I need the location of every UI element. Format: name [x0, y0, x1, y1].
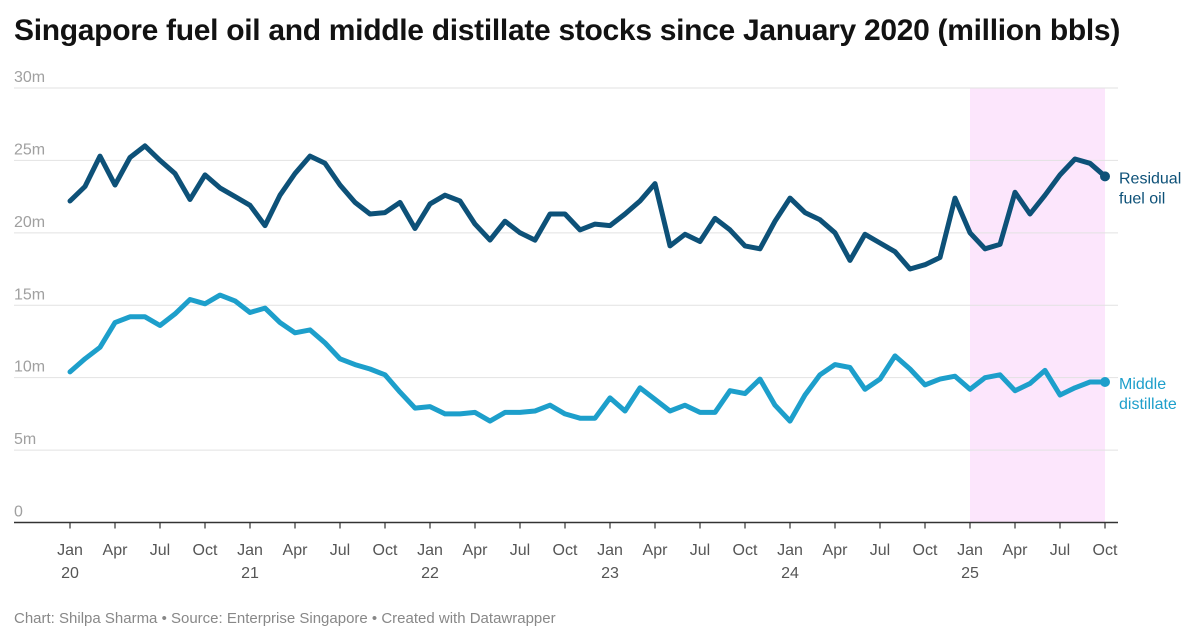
- x-tick-year-label: 22: [421, 565, 439, 582]
- x-tick-label: Oct: [373, 542, 398, 559]
- x-tick-label: Oct: [1093, 542, 1118, 559]
- x-tick-label: Jul: [870, 542, 890, 559]
- series-label-middle-distillate: Middle: [1119, 376, 1166, 393]
- x-tick-year-label: 20: [61, 565, 79, 582]
- y-tick-label: 10m: [14, 359, 45, 376]
- x-tick-label: Oct: [193, 542, 218, 559]
- y-tick-label: 15m: [14, 286, 45, 303]
- series-end-dot-residual-fuel-oil: [1100, 171, 1110, 182]
- x-tick-label: Jul: [1050, 542, 1070, 559]
- grid-layer: 0 5m 10m 15m 20m 25m 30m: [14, 69, 1118, 521]
- series-layer: [67, 143, 1110, 424]
- x-tick-label: Jan: [957, 542, 983, 559]
- x-tick-label: Jul: [330, 542, 350, 559]
- x-tick-label: Apr: [823, 542, 849, 559]
- x-tick-year-label: 23: [601, 565, 619, 582]
- chart-title: Singapore fuel oil and middle distillate…: [14, 14, 1121, 47]
- chart-credit: Chart: Shilpa Sharma • Source: Enterpris…: [14, 610, 556, 627]
- x-tick-label: Jan: [237, 542, 263, 559]
- series-line-residual-fuel-oil: [67, 143, 1108, 272]
- x-tick-label: Oct: [553, 542, 578, 559]
- x-tick-label: Apr: [283, 542, 309, 559]
- x-tick-year-label: 25: [961, 565, 979, 582]
- x-tick-label: Apr: [643, 542, 669, 559]
- x-tick-year-label: 21: [241, 565, 259, 582]
- x-axis: Jan 20 Apr Jul Oct Jan 21 Apr Jul Oct Jan 22 Apr Jul O…: [14, 521, 1118, 582]
- y-tick-label: 30m: [14, 69, 45, 86]
- series-label-residual-fuel-oil: fuel oil: [1119, 190, 1165, 207]
- x-tick-label: Oct: [733, 542, 758, 559]
- x-tick-label: Apr: [1003, 542, 1029, 559]
- x-tick-label: Apr: [103, 542, 129, 559]
- series-label-middle-distillate: distillate: [1119, 396, 1177, 413]
- y-tick-label: 25m: [14, 141, 45, 158]
- x-tick-year-label: 24: [781, 565, 799, 582]
- x-tick-label: Apr: [463, 542, 489, 559]
- x-tick-label: Jan: [597, 542, 623, 559]
- series-label-residual-fuel-oil: Residual: [1119, 170, 1181, 187]
- x-tick-label: Oct: [913, 542, 938, 559]
- series-end-dot-middle-distillate: [1100, 377, 1110, 388]
- x-tick-label: Jul: [690, 542, 710, 559]
- x-tick-label: Jul: [510, 542, 530, 559]
- x-tick-label: Jan: [417, 542, 443, 559]
- x-tick-label: Jan: [777, 542, 803, 559]
- y-tick-label: 5m: [14, 431, 36, 448]
- y-tick-label: 0: [14, 504, 23, 521]
- x-tick-label: Jul: [150, 542, 170, 559]
- x-tick-label: Jan: [57, 542, 83, 559]
- series-line-middle-distillate: [67, 292, 1108, 424]
- series-labels: Residual fuel oil Middle distillate: [1119, 170, 1181, 413]
- y-tick-label: 20m: [14, 214, 45, 231]
